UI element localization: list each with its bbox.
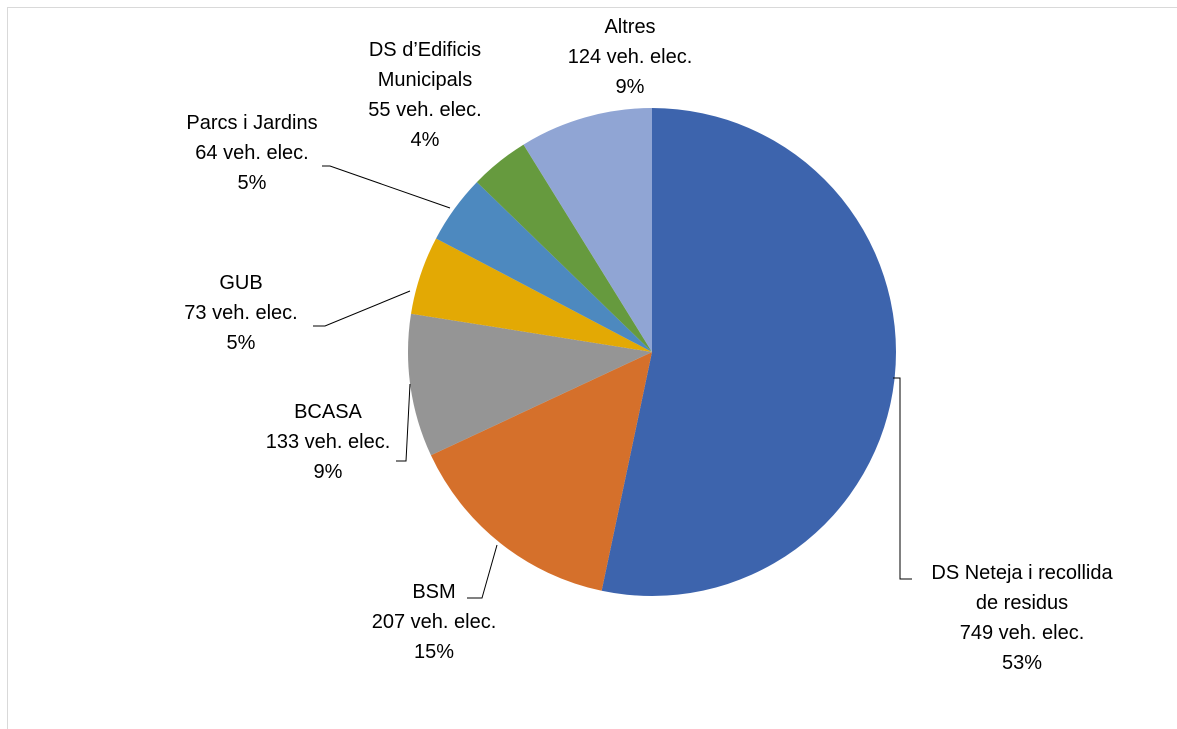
slice-label-category-ds-neteja: DS Neteja i recollida	[931, 562, 1113, 584]
slice-label-bcasa: BCASA 133 veh. elec. 9%	[266, 401, 391, 483]
slice-label-category-ds-neteja: de residus	[976, 592, 1068, 614]
slice-label-value-bsm: 207 veh. elec.	[372, 611, 497, 633]
slice-label-ds-neteja: DS Neteja i recollida de residus 749 veh. …	[931, 562, 1113, 674]
slice-label-percent-bcasa: 9%	[314, 461, 343, 483]
leader-line-bcasa	[396, 383, 411, 462]
pie-slice-gub	[411, 238, 652, 352]
slice-label-value-ds-neteja: 749 veh. elec.	[960, 622, 1085, 644]
pie-slice-bsm	[430, 352, 652, 591]
chart-frame	[7, 7, 1177, 729]
slice-label-category-ds-edificis: DS d’Edificis	[369, 39, 481, 61]
slice-label-category-gub: GUB	[219, 272, 262, 294]
slice-label-bsm: BSM 207 veh. elec. 15%	[372, 581, 497, 663]
slice-label-percent-ds-neteja: 53%	[1002, 652, 1042, 674]
slice-label-value-altres: 124 veh. elec.	[568, 46, 693, 68]
slice-label-ds-edificis: DS d’Edificis Municipals 55 veh. elec. 4%	[368, 39, 481, 151]
leader-line-parcs-jardins	[322, 165, 451, 209]
slice-label-percent-altres: 9%	[616, 76, 645, 98]
slice-labels: DS Neteja i recollida de residus 749 veh. …	[184, 16, 1113, 674]
pie-slice-altres	[523, 108, 652, 352]
slice-label-percent-gub: 5%	[227, 332, 256, 354]
pie-slice-ds-edificis	[476, 144, 652, 352]
slice-label-altres: Altres 124 veh. elec. 9%	[568, 16, 693, 98]
leader-line-gub	[313, 290, 411, 327]
slice-label-percent-parcs-jardins: 5%	[238, 172, 267, 194]
leader-lines	[313, 165, 912, 599]
slice-label-percent-bsm: 15%	[414, 641, 454, 663]
pie-slice-bcasa	[407, 313, 652, 456]
slice-label-value-ds-edificis: 55 veh. elec.	[368, 99, 481, 121]
slice-label-category-ds-edificis: Municipals	[378, 69, 472, 91]
slice-label-category-parcs-jardins: Parcs i Jardins	[186, 112, 317, 134]
slice-label-value-parcs-jardins: 64 veh. elec.	[195, 142, 308, 164]
slice-label-gub: GUB 73 veh. elec. 5%	[184, 272, 297, 354]
slice-label-category-bcasa: BCASA	[294, 401, 362, 423]
slice-label-category-altres: Altres	[604, 16, 655, 38]
leader-line-ds-neteja	[893, 377, 912, 580]
leader-line-bsm	[467, 544, 498, 599]
slice-label-parcs-jardins: Parcs i Jardins 64 veh. elec. 5%	[186, 112, 317, 194]
pie-slice-parcs-jardins	[436, 182, 652, 352]
pie-slices	[407, 108, 897, 597]
pie-slice-ds-neteja	[601, 108, 897, 597]
slice-label-value-gub: 73 veh. elec.	[184, 302, 297, 324]
slice-label-percent-ds-edificis: 4%	[411, 129, 440, 151]
slice-label-category-bsm: BSM	[412, 581, 455, 603]
slice-label-value-bcasa: 133 veh. elec.	[266, 431, 391, 453]
